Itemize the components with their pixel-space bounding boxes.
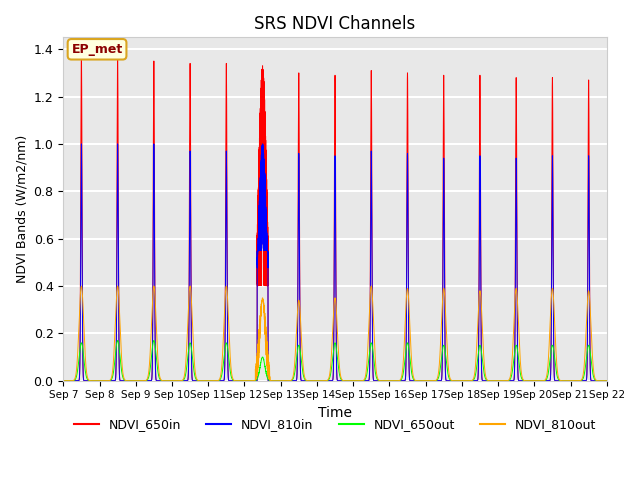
NDVI_810out	[504, 378, 511, 384]
X-axis label: Time: Time	[318, 406, 352, 420]
NDVI_650out	[468, 378, 476, 384]
NDVI_650in	[88, 378, 95, 384]
NDVI_650in	[603, 378, 611, 384]
NDVI_650out	[603, 378, 611, 384]
NDVI_650in	[60, 378, 67, 384]
NDVI_810out	[496, 378, 504, 384]
NDVI_810in	[77, 141, 85, 147]
NDVI_650out	[114, 337, 122, 343]
NDVI_810in	[88, 378, 95, 384]
NDVI_650in	[406, 378, 414, 384]
Line: NDVI_810out: NDVI_810out	[63, 286, 607, 381]
Y-axis label: NDVI Bands (W/m2/nm): NDVI Bands (W/m2/nm)	[15, 135, 28, 283]
Title: SRS NDVI Channels: SRS NDVI Channels	[254, 15, 415, 33]
NDVI_810out	[60, 378, 67, 384]
NDVI_650in	[496, 378, 504, 384]
NDVI_650in	[504, 378, 511, 384]
NDVI_650out	[496, 378, 504, 384]
NDVI_650out	[504, 378, 511, 384]
NDVI_650out	[483, 377, 490, 383]
NDVI_810out	[603, 378, 611, 384]
Line: NDVI_650out: NDVI_650out	[63, 340, 607, 381]
NDVI_810in	[468, 378, 476, 384]
NDVI_810in	[504, 378, 511, 384]
NDVI_810out	[468, 378, 476, 384]
NDVI_810in	[60, 378, 67, 384]
NDVI_810in	[406, 378, 414, 384]
NDVI_650out	[60, 378, 67, 384]
NDVI_810in	[603, 378, 611, 384]
NDVI_810out	[77, 283, 85, 289]
NDVI_810out	[88, 378, 95, 384]
NDVI_650out	[88, 378, 95, 384]
Line: NDVI_810in: NDVI_810in	[63, 144, 607, 381]
Line: NDVI_650in: NDVI_650in	[63, 56, 607, 381]
NDVI_810out	[406, 331, 414, 337]
Legend: NDVI_650in, NDVI_810in, NDVI_650out, NDVI_810out: NDVI_650in, NDVI_810in, NDVI_650out, NDV…	[68, 413, 601, 436]
NDVI_810out	[483, 376, 490, 382]
Text: EP_met: EP_met	[72, 43, 123, 56]
NDVI_810in	[483, 378, 490, 384]
NDVI_650in	[483, 378, 490, 384]
NDVI_810in	[496, 378, 504, 384]
NDVI_650in	[468, 378, 476, 384]
NDVI_650in	[77, 53, 85, 59]
NDVI_650out	[406, 359, 414, 364]
